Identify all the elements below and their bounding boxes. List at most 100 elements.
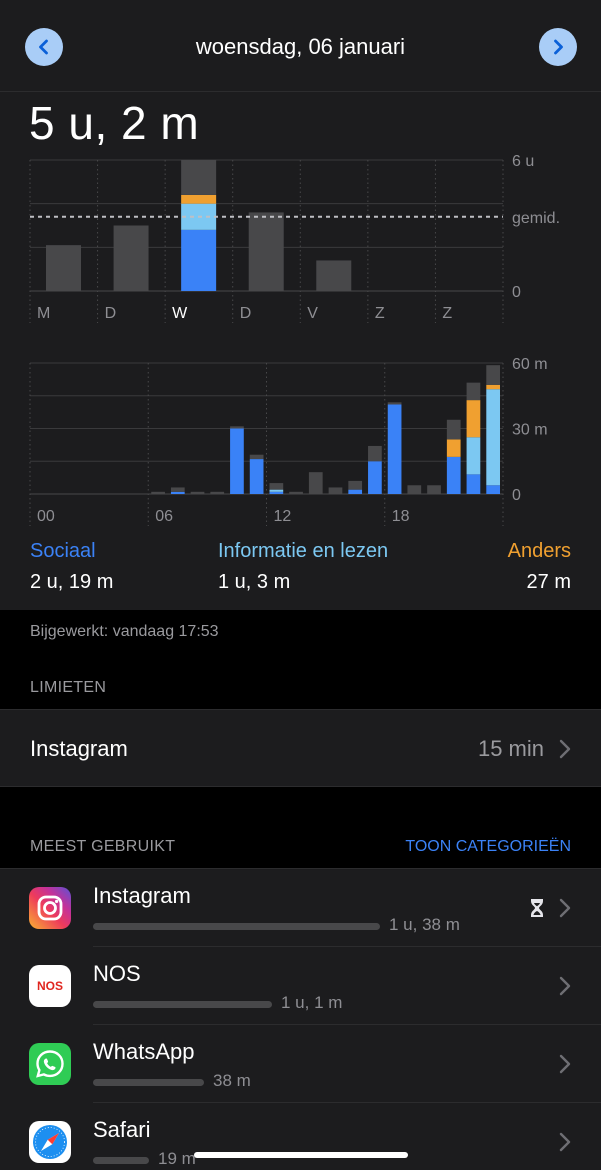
hourly-bar-segment [466,382,481,401]
app-time: 1 u, 38 m [389,915,460,934]
weekly-usage-chart[interactable]: M D W D V Z Z 6 u gemid. 0 [0,92,601,332]
category-informatie-en-lezen: Informatie en lezen 1 u, 3 m [218,540,388,594]
hourly-bar-segment [387,404,402,494]
row-divider [93,946,601,947]
app-row-nos[interactable]: NOS NOS 1 u, 1 m [0,947,601,1025]
updated-timestamp: Bijgewerkt: vandaag 17:53 [30,623,219,640]
limit-value: 15 min [477,736,544,761]
hourly-bar-segment [269,483,284,490]
date-header: woensdag, 06 januari [0,0,601,92]
weekly-x-label: D [105,305,117,322]
home-indicator[interactable] [194,1152,408,1158]
hourly-bar-segment [249,459,264,494]
hourly-bar-segment [387,402,402,405]
weekly-bar-segment [248,212,284,291]
weekly-y-label-zero: 0 [512,284,521,301]
app-time: 1 u, 1 m [281,993,343,1012]
nos-logo-text: NOS [36,979,63,993]
hourly-y-label-max: 60 m [512,356,548,373]
hourly-x-label: 12 [274,508,292,525]
hourly-bar-segment [466,400,481,438]
app-row-whatsapp[interactable]: WhatsApp 38 m [0,1025,601,1103]
whatsapp-icon [29,1043,71,1085]
hourly-bar-segment [466,474,481,494]
usage-bar [93,923,380,930]
chevron-right-icon [559,898,571,918]
hourly-bar-segment [151,491,165,494]
previous-day-button[interactable] [25,28,63,66]
weekly-x-label: V [307,305,318,322]
hourly-x-label: 00 [37,508,55,525]
most-used-section-label: MEEST GEBRUIKT [30,838,176,855]
chevron-right-icon [559,1054,571,1074]
category-time: 1 u, 3 m [218,571,291,593]
app-time: 38 m [213,1071,251,1090]
instagram-icon [29,887,71,929]
hourly-bar-segment [328,487,343,494]
weekly-bar-segment [181,194,217,204]
hourly-bar-segment [368,445,382,462]
hourly-bar-segment [170,487,185,492]
hourly-bar-segment [170,491,185,494]
hourly-bar-segment [486,389,500,486]
show-categories-link[interactable]: TOON CATEGORIEËN [405,838,571,855]
weekly-x-label: Z [442,305,452,322]
chevron-right-icon [554,39,563,55]
weekly-bar-segment [316,260,352,291]
app-row-instagram[interactable]: Instagram 1 u, 38 m [0,869,601,947]
weekly-y-label-max: 6 u [512,153,534,170]
hourly-bar-segment [269,491,284,494]
chevron-right-icon [559,976,571,996]
weekly-x-label: Z [375,305,385,322]
chevron-right-icon [559,1132,571,1152]
usage-bar [93,1157,149,1164]
hourly-bar-segment [348,480,363,490]
hourly-bar-segment [368,461,382,494]
hourly-y-label-zero: 0 [512,487,521,504]
app-row-safari[interactable]: Safari 19 m [0,1103,601,1170]
hourly-bar-segment [269,489,284,492]
limit-row-instagram[interactable]: Instagram 15 min [0,709,601,787]
weekly-y-label-average: gemid. [512,210,560,227]
hourly-bar-segment [446,419,461,440]
weekly-bar-segment [181,160,217,195]
app-time: 19 m [158,1149,196,1168]
weekly-bar-segment [181,229,217,291]
hourly-bar-segment [230,426,244,429]
category-anders: Anders 27 m [508,540,571,594]
hourglass-icon [531,899,543,917]
safari-icon [29,1121,71,1163]
hourly-bar-segment [446,439,461,457]
hourly-bar-segment [446,456,461,494]
row-divider [93,1024,601,1025]
hourly-x-label: 06 [155,508,173,525]
hourly-bar-segment [486,384,500,390]
app-name: Instagram [93,883,191,908]
row-divider [93,1102,601,1103]
chevron-left-icon [39,39,48,55]
weekly-bar-segment [113,225,149,291]
next-day-button[interactable] [539,28,577,66]
limit-app-name: Instagram [30,736,128,761]
hourly-usage-chart[interactable]: 00 06 12 18 60 m 30 m 0 [0,92,601,532]
weekly-x-label: D [240,305,252,322]
app-name: WhatsApp [93,1039,195,1064]
hourly-x-label: 18 [392,508,410,525]
hourly-bar-segment [348,489,363,494]
hourly-bar-segment [249,454,264,460]
hourly-bar-segment [427,485,441,494]
usage-bar [93,1001,272,1008]
date-title: woensdag, 06 januari [195,34,406,59]
hourly-bar-segment [486,485,500,494]
app-name: NOS [93,961,141,986]
hourly-bar-segment [289,491,303,494]
usage-bar [93,1079,204,1086]
hourly-bar-segment [407,485,422,494]
most-used-list: Instagram 1 u, 38 m NOS NOS 1 u, 1 m Wha… [0,868,601,1170]
weekly-bar-segment [46,245,81,291]
chevron-right-icon [559,739,571,759]
total-screen-time: 5 u, 2 m [29,97,200,149]
category-time: 27 m [526,571,571,593]
hourly-bar-segment [308,472,323,494]
hourly-bar-segment [230,428,244,494]
